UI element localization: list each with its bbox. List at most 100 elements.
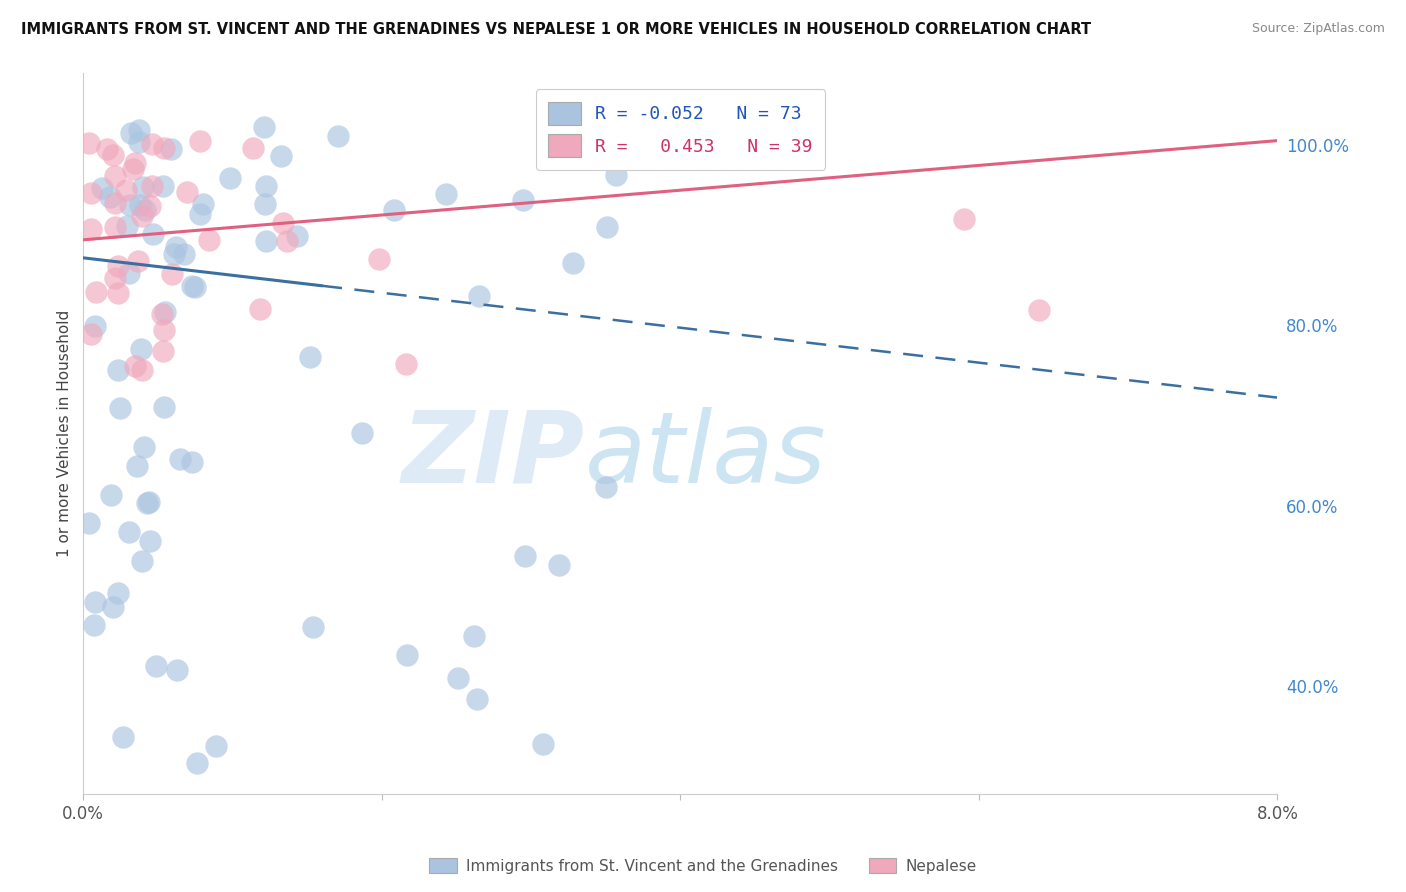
Point <box>512 193 534 207</box>
Point <box>188 134 211 148</box>
Point <box>83 618 105 632</box>
Point <box>165 240 187 254</box>
Point <box>160 267 183 281</box>
Point <box>562 255 585 269</box>
Point <box>198 233 221 247</box>
Point <box>152 141 174 155</box>
Point <box>150 307 173 321</box>
Point <box>134 440 156 454</box>
Point <box>120 126 142 140</box>
Point <box>128 135 150 149</box>
Point <box>447 672 470 686</box>
Point <box>139 533 162 548</box>
Point <box>254 179 277 194</box>
Point <box>276 234 298 248</box>
Point <box>107 286 129 301</box>
Point <box>242 141 264 155</box>
Point <box>186 756 208 771</box>
Point <box>513 549 536 564</box>
Point <box>104 196 127 211</box>
Point <box>129 343 152 357</box>
Point <box>605 168 627 182</box>
Point <box>326 129 349 144</box>
Point <box>205 739 228 753</box>
Point <box>181 279 204 293</box>
Text: atlas: atlas <box>585 407 827 504</box>
Point <box>181 455 204 469</box>
Point <box>90 181 112 195</box>
Legend: Immigrants from St. Vincent and the Grenadines, Nepalese: Immigrants from St. Vincent and the Gren… <box>423 852 983 880</box>
Y-axis label: 1 or more Vehicles in Household: 1 or more Vehicles in Household <box>58 310 72 558</box>
Point <box>287 229 309 244</box>
Point <box>80 221 103 235</box>
Point <box>134 203 156 218</box>
Point <box>152 323 174 337</box>
Point <box>169 452 191 467</box>
Point <box>124 359 146 373</box>
Text: IMMIGRANTS FROM ST. VINCENT AND THE GRENADINES VS NEPALESE 1 OR MORE VEHICLES IN: IMMIGRANTS FROM ST. VINCENT AND THE GREN… <box>21 22 1091 37</box>
Point <box>163 247 186 261</box>
Point <box>395 358 418 372</box>
Point <box>104 219 127 234</box>
Point <box>191 196 214 211</box>
Point <box>101 148 124 162</box>
Point <box>249 302 271 317</box>
Point <box>396 648 419 662</box>
Point <box>128 122 150 136</box>
Point <box>101 599 124 614</box>
Point <box>173 246 195 260</box>
Point <box>131 209 153 223</box>
Point <box>468 288 491 302</box>
Point <box>463 629 485 643</box>
Point <box>434 187 457 202</box>
Point <box>367 252 389 266</box>
Point <box>84 318 107 333</box>
Point <box>547 558 569 573</box>
Point <box>136 496 159 510</box>
Point <box>117 219 139 233</box>
Point <box>131 554 153 568</box>
Point <box>118 525 141 540</box>
Point <box>80 326 103 341</box>
Point <box>166 663 188 677</box>
Text: Source: ZipAtlas.com: Source: ZipAtlas.com <box>1251 22 1385 36</box>
Point <box>302 619 325 633</box>
Point <box>108 401 131 415</box>
Point <box>1028 302 1050 317</box>
Point <box>107 362 129 376</box>
Point <box>270 149 292 163</box>
Point <box>107 586 129 600</box>
Point <box>382 203 405 218</box>
Point <box>153 400 176 414</box>
Point <box>111 730 134 744</box>
Point <box>127 459 149 474</box>
Point <box>132 180 155 194</box>
Legend: R = -0.052   N = 73, R =   0.453   N = 39: R = -0.052 N = 73, R = 0.453 N = 39 <box>536 89 825 170</box>
Point <box>98 190 121 204</box>
Point <box>350 426 373 441</box>
Point <box>595 480 617 494</box>
Point <box>141 178 163 193</box>
Point <box>141 136 163 151</box>
Point <box>138 495 160 509</box>
Point <box>84 285 107 299</box>
Point <box>122 162 145 177</box>
Point <box>183 280 205 294</box>
Point <box>271 216 294 230</box>
Point <box>152 344 174 359</box>
Point <box>953 211 976 226</box>
Point <box>104 169 127 184</box>
Point <box>465 691 488 706</box>
Point <box>115 183 138 197</box>
Point <box>127 254 149 268</box>
Point <box>83 595 105 609</box>
Point <box>176 185 198 199</box>
Point <box>253 120 276 135</box>
Point <box>299 351 322 365</box>
Point <box>253 196 276 211</box>
Point <box>218 171 240 186</box>
Point <box>96 143 118 157</box>
Point <box>80 186 103 201</box>
Point <box>138 199 160 213</box>
Point <box>77 516 100 530</box>
